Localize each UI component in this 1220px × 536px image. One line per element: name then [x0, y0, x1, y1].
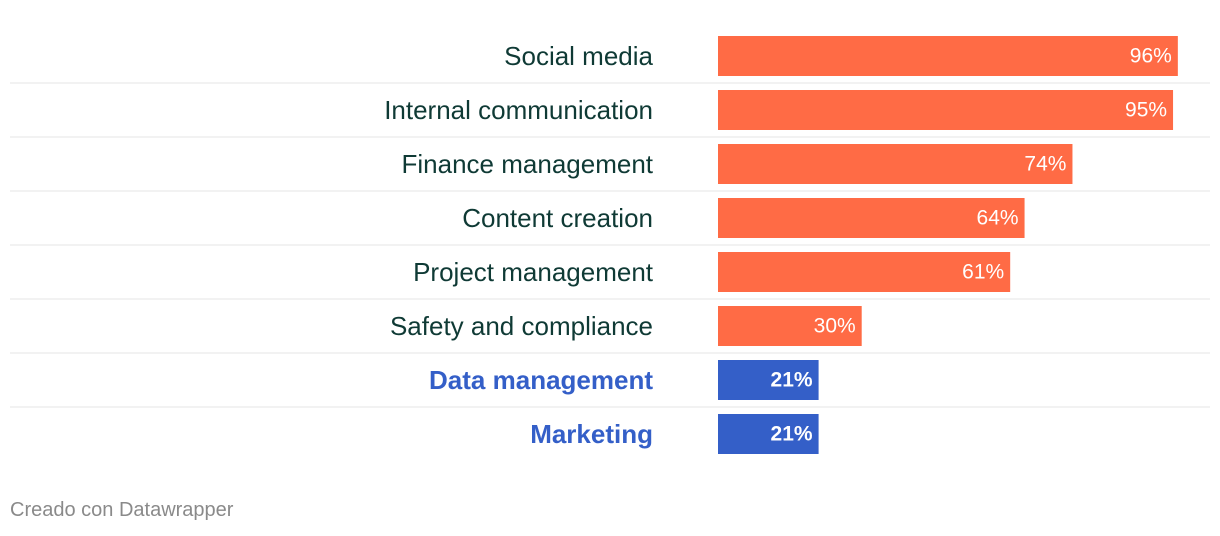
category-label: Safety and compliance	[390, 311, 653, 341]
category-label: Content creation	[462, 203, 653, 233]
value-label: 21%	[771, 369, 813, 392]
value-label: 30%	[814, 315, 856, 338]
bar	[718, 360, 819, 400]
value-label: 64%	[977, 207, 1019, 230]
bar-row: Project management 61%	[10, 252, 1210, 300]
bar-row: Social media 96%	[10, 36, 1210, 84]
bar	[718, 90, 1174, 130]
category-label: Data management	[429, 365, 653, 395]
bar-row: Safety and compliance 30%	[10, 306, 1210, 354]
bar-row: Internal communication 95%	[10, 90, 1210, 138]
category-label: Marketing	[530, 419, 653, 449]
category-label: Finance management	[402, 149, 654, 179]
value-label: 96%	[1130, 45, 1172, 68]
value-label: 74%	[1024, 153, 1066, 176]
bar-row: Content creation 64%	[10, 198, 1210, 246]
bar	[718, 36, 1178, 76]
value-label: 95%	[1125, 99, 1167, 122]
bar-row: Marketing 21%	[530, 414, 819, 454]
category-label: Internal communication	[384, 95, 653, 125]
category-label: Project management	[413, 257, 654, 287]
bar	[718, 306, 862, 346]
bar-row: Data management 21%	[10, 360, 1210, 408]
footer-credit: Creado con Datawrapper	[10, 499, 234, 521]
value-label: 21%	[771, 423, 813, 446]
bar	[718, 414, 819, 454]
value-label: 61%	[962, 261, 1004, 284]
bar-row: Finance management 74%	[10, 144, 1210, 192]
bar-chart: Social media 96% Internal communication 95%…	[10, 36, 1210, 454]
bar	[718, 198, 1025, 238]
category-label: Social media	[504, 41, 653, 71]
bar	[718, 144, 1073, 184]
bar	[718, 252, 1011, 292]
